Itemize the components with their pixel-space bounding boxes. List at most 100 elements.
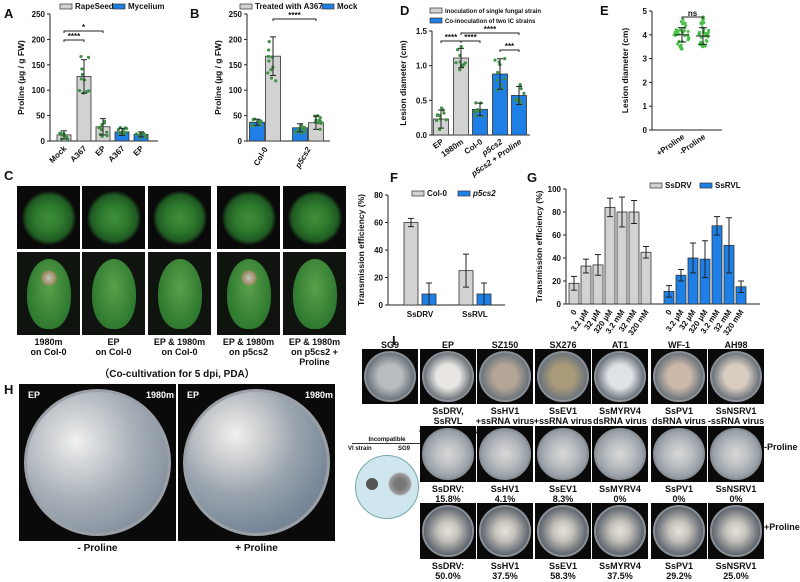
rate-line-1: SsEV1 bbox=[548, 484, 578, 494]
transmission-rate-plus: SsEV1 58.3% bbox=[533, 561, 593, 581]
y-tick-label: 200 bbox=[32, 35, 46, 44]
rosette-photo bbox=[82, 186, 145, 249]
data-point bbox=[684, 24, 688, 28]
significance-bracket bbox=[460, 40, 481, 43]
panel-label-f: F bbox=[390, 170, 398, 185]
data-point bbox=[459, 44, 463, 49]
caption-line-2: on Col-0 bbox=[161, 347, 198, 357]
data-point bbox=[518, 83, 522, 87]
bar bbox=[403, 222, 419, 306]
plate-photo bbox=[651, 349, 707, 404]
plate-photo-plus-proline bbox=[592, 503, 648, 559]
plate-photo bbox=[420, 349, 476, 404]
rosette-photo bbox=[17, 186, 80, 249]
significance-bracket bbox=[460, 32, 520, 35]
data-point bbox=[123, 132, 127, 136]
photo-caption: EP & 1980m on Col-0 bbox=[142, 337, 217, 357]
data-point bbox=[503, 77, 507, 81]
panel-label-g: G bbox=[527, 170, 538, 185]
data-point bbox=[299, 123, 304, 128]
plate-photo bbox=[708, 349, 764, 404]
y-tick-label: 1.5 bbox=[416, 27, 428, 36]
data-point bbox=[97, 126, 101, 130]
rate-line-2: 37.5% bbox=[492, 571, 518, 581]
photo-caption: EP & 1980m on p5cs2 bbox=[211, 337, 286, 357]
rate-line-1: SsHV1 bbox=[490, 561, 520, 571]
data-point bbox=[456, 48, 460, 52]
vi-colony bbox=[366, 478, 378, 490]
y-tick-label: 100 bbox=[548, 185, 562, 194]
leaf-closeup-photo bbox=[148, 252, 211, 335]
chart-b: 0 50 100 150 200 250 Proline (µg / g FW) Col-0 p… bbox=[213, 2, 358, 171]
data-point bbox=[269, 76, 274, 80]
legend-label: Inoculation of single fungal strain bbox=[445, 9, 541, 15]
y-tick-label: 80 bbox=[552, 208, 561, 217]
bar bbox=[711, 225, 723, 305]
panel-label-d: D bbox=[400, 3, 410, 18]
plate-photo bbox=[535, 349, 591, 404]
transmission-rate-plus: SsMYRV4 37.5% bbox=[590, 561, 650, 581]
y-tick-label: 250 bbox=[32, 10, 46, 19]
y-tick-label: 0.5 bbox=[416, 96, 428, 105]
y-tick-label: 40 bbox=[552, 254, 561, 263]
significance-label: * bbox=[82, 23, 86, 32]
strain-label: SZ150 bbox=[491, 340, 519, 350]
plate-photo-minus-proline bbox=[651, 426, 707, 482]
x-tick-label: A367 bbox=[107, 144, 127, 164]
rate-line-1: SsNSRV1 bbox=[715, 484, 757, 494]
plate-photo bbox=[592, 349, 648, 404]
rate-line-2: 4.1% bbox=[494, 494, 516, 504]
transmission-rate-plus: SsNSRV1 25.0% bbox=[706, 561, 766, 581]
significance-label: **** bbox=[445, 33, 458, 42]
y-axis-label: Proline (µg / g FW) bbox=[16, 40, 26, 115]
virus-name: SsPV1 bbox=[664, 406, 694, 416]
significance-bracket bbox=[499, 49, 520, 52]
significance-bracket bbox=[272, 18, 317, 21]
y-tick-label: 150 bbox=[32, 61, 46, 70]
plate-photo-minus-proline bbox=[535, 426, 591, 482]
schematic-title: Incompatible bbox=[352, 437, 422, 444]
rate-line-1: SsEV1 bbox=[548, 561, 578, 571]
data-point bbox=[442, 111, 446, 115]
virus-label: SsPV1 dsRNA virus bbox=[649, 406, 709, 426]
data-point bbox=[80, 72, 84, 77]
data-point bbox=[318, 116, 322, 120]
legend-swatch bbox=[59, 3, 73, 10]
significance-bracket bbox=[63, 30, 104, 33]
legend-label: SsRVL bbox=[715, 181, 741, 190]
x-tick-label: Col-0 bbox=[252, 145, 270, 167]
y-tick-label: 1.0 bbox=[416, 62, 428, 71]
data-point bbox=[679, 47, 683, 51]
plate-photo-plus-proline bbox=[420, 503, 476, 559]
data-point bbox=[316, 121, 320, 125]
data-point bbox=[434, 118, 439, 123]
virus-name: SsDRV, SsRVL bbox=[432, 406, 464, 426]
data-point bbox=[302, 130, 306, 134]
data-point bbox=[269, 68, 273, 72]
data-point bbox=[701, 18, 705, 22]
sg9-colony bbox=[388, 472, 412, 496]
x-tick-label: SsDRV bbox=[407, 310, 434, 319]
row-label-plus-proline: +Proline bbox=[764, 522, 800, 532]
data-point bbox=[519, 87, 523, 91]
x-tick-label: SsRVL bbox=[462, 310, 488, 319]
data-point bbox=[117, 132, 122, 136]
data-point bbox=[267, 59, 271, 63]
rate-line-1: SsDRV: 15.8% bbox=[431, 484, 465, 504]
y-tick-label: 60 bbox=[374, 219, 383, 228]
data-point bbox=[438, 117, 443, 121]
transmission-rate-minus: SsPV1 0% bbox=[649, 484, 709, 504]
virus-name: SsHV1 bbox=[490, 406, 520, 416]
panel-h-title: （Co-cultivation for 5 dpi, PDA） bbox=[99, 369, 255, 380]
row-label-minus-proline: -Proline bbox=[764, 442, 798, 452]
y-tick-label: 100 bbox=[229, 86, 243, 95]
panel-label-h: H bbox=[4, 382, 14, 397]
caption-minus-proline: - Proline bbox=[77, 543, 118, 554]
y-tick-label: 0 bbox=[643, 126, 648, 135]
legend-label: Mock bbox=[337, 2, 358, 11]
data-point bbox=[266, 71, 270, 75]
plate-photo-plus-proline bbox=[477, 503, 533, 559]
data-point bbox=[454, 61, 458, 65]
rate-line-1: SsHV1 bbox=[490, 484, 520, 494]
